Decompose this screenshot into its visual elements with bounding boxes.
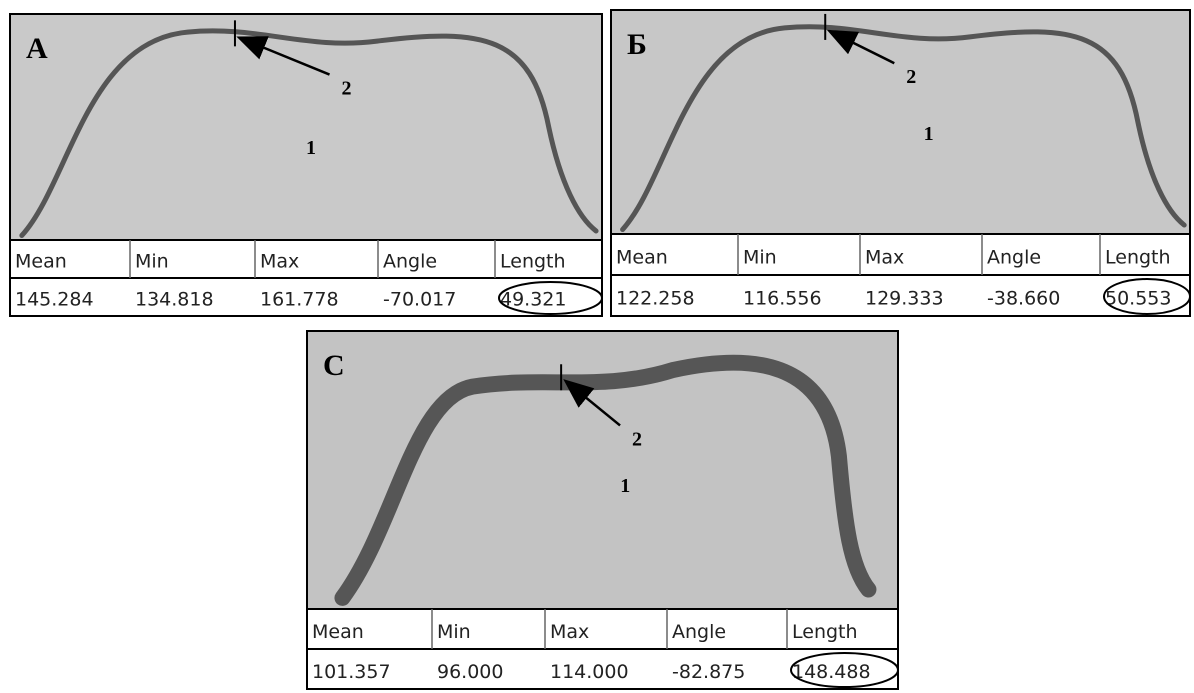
- highlight-ellipse: [790, 652, 899, 688]
- panel-label: Б: [627, 28, 647, 61]
- marker-1: 1: [306, 137, 316, 159]
- table-header: Min: [743, 247, 777, 269]
- table-header: Max: [260, 250, 299, 272]
- marker-1: 1: [620, 475, 630, 497]
- marker-2: 2: [342, 78, 352, 100]
- panel: 2 1 С Mean Min Max Angle Length 101.357 96.000 114…: [307, 331, 898, 689]
- table-header: Mean: [616, 247, 668, 269]
- table-cell: 96.000: [437, 661, 503, 683]
- table-cell: 122.258: [616, 288, 695, 310]
- panel: 2 1 А Mean Min Max Angle Length 145.284 134.818 16…: [10, 14, 602, 316]
- table-cell: -82.875: [672, 661, 745, 683]
- table-header-bg: [610, 233, 1191, 276]
- micrograph: [306, 330, 899, 610]
- arrow: [236, 36, 330, 76]
- table-row-bg: [610, 274, 1191, 317]
- highlight-ellipse: [1103, 278, 1191, 315]
- marker-2: 2: [632, 428, 642, 450]
- fiber: [342, 363, 868, 598]
- panel-label: С: [323, 349, 345, 382]
- table-cell: 145.284: [15, 288, 94, 310]
- fiber: [22, 31, 596, 236]
- marker-1: 1: [924, 123, 934, 145]
- highlight-ellipse: [498, 281, 603, 315]
- table-header: Max: [550, 621, 589, 643]
- panel: 2 1 Б Mean Min Max Angle Length 122.258 116.556 12…: [611, 10, 1190, 316]
- micrograph: [9, 13, 603, 241]
- table-header-bg: [306, 608, 899, 650]
- table-cell: 50.553: [1105, 288, 1171, 310]
- table-cell: 114.000: [550, 661, 629, 683]
- table-cell: 116.556: [743, 288, 822, 310]
- table-cell: 148.488: [792, 661, 871, 683]
- table-header: Angle: [383, 250, 437, 272]
- fiber: [623, 27, 1185, 230]
- table-cell: 49.321: [500, 288, 566, 310]
- table-header: Length: [792, 621, 858, 643]
- table-header: Min: [135, 250, 169, 272]
- table-header: Min: [437, 621, 471, 643]
- table-cell: 129.333: [865, 288, 944, 310]
- table-header: Length: [500, 250, 566, 272]
- table-header: Angle: [987, 247, 1041, 269]
- table-cell: 101.357: [312, 661, 391, 683]
- table-header: Max: [865, 247, 904, 269]
- table-cell: -38.660: [987, 288, 1060, 310]
- table-header-bg: [9, 239, 603, 279]
- fiber-curve: [342, 363, 868, 598]
- marker-2: 2: [906, 66, 916, 88]
- table-header: Angle: [672, 621, 726, 643]
- table-header: Mean: [312, 621, 364, 643]
- table-row-bg: [306, 648, 899, 690]
- table-cell: 134.818: [135, 288, 214, 310]
- table-row-bg: [9, 277, 603, 317]
- fiber-curve: [623, 27, 1185, 230]
- panel-label: А: [26, 32, 48, 65]
- table-header: Mean: [15, 250, 67, 272]
- micrograph: [610, 9, 1191, 235]
- table-header: Length: [1105, 247, 1171, 269]
- fiber-curve: [22, 31, 596, 236]
- arrow: [563, 379, 621, 427]
- table-cell: -70.017: [383, 288, 456, 310]
- arrow: [826, 29, 895, 65]
- table-cell: 161.778: [260, 288, 339, 310]
